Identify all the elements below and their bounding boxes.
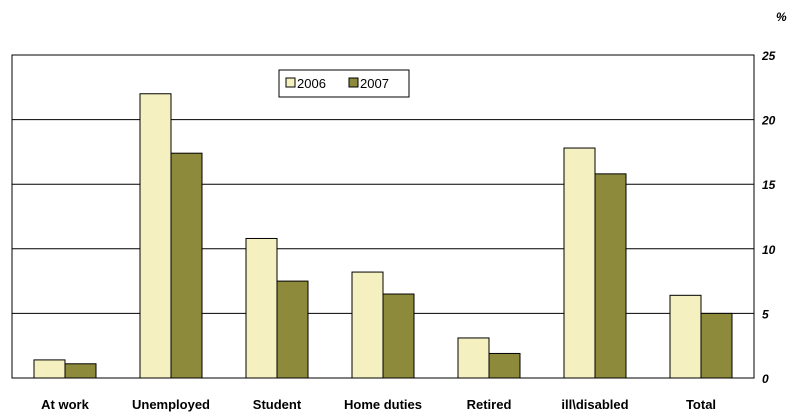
bar-2006 [563,147,596,379]
legend-swatch-2006 [285,77,296,88]
bar-2007 [170,152,203,379]
legend-box [278,69,410,98]
bar-2007 [276,280,309,379]
legend-label-2007: 2007 [360,76,389,91]
bar-2006 [351,271,384,379]
y-tick-label: 20 [761,114,776,128]
x-tick-label: ill\disabled [561,397,628,412]
bar-2007 [594,173,627,379]
x-tick-label: At work [41,397,89,412]
bars [33,93,733,379]
x-tick-label: Home duties [344,397,422,412]
x-tick-label: Total [686,397,716,412]
plot-frame [11,54,755,379]
y-tick-label: 15 [762,178,776,192]
bar-2007 [64,363,97,379]
bar-2006 [669,294,702,379]
x-tick-label: Retired [467,397,512,412]
bar-2007 [700,312,733,379]
y-axis-label: % [776,10,787,24]
bar-2007 [382,293,415,379]
legend: 2006 2007 [278,69,410,98]
bar-2006 [245,237,278,379]
y-tick-label: 10 [762,243,776,257]
legend-swatch-2007 [348,77,359,88]
y-tick-labels: 0 5 10 15 20 25 [761,49,776,386]
bar-2006 [457,337,490,379]
legend-label-2006: 2006 [297,76,326,91]
bar-2007 [488,352,521,379]
bar-2006 [33,359,66,379]
y-tick-label: 25 [761,49,776,63]
y-tick-label: 0 [762,372,769,386]
x-tick-label: Unemployed [132,397,210,412]
y-tick-label: 5 [762,307,769,321]
bar-2006 [139,93,172,379]
x-tick-label: Student [253,397,302,412]
x-tick-labels: At work Unemployed Student Home duties Retir… [41,397,716,412]
